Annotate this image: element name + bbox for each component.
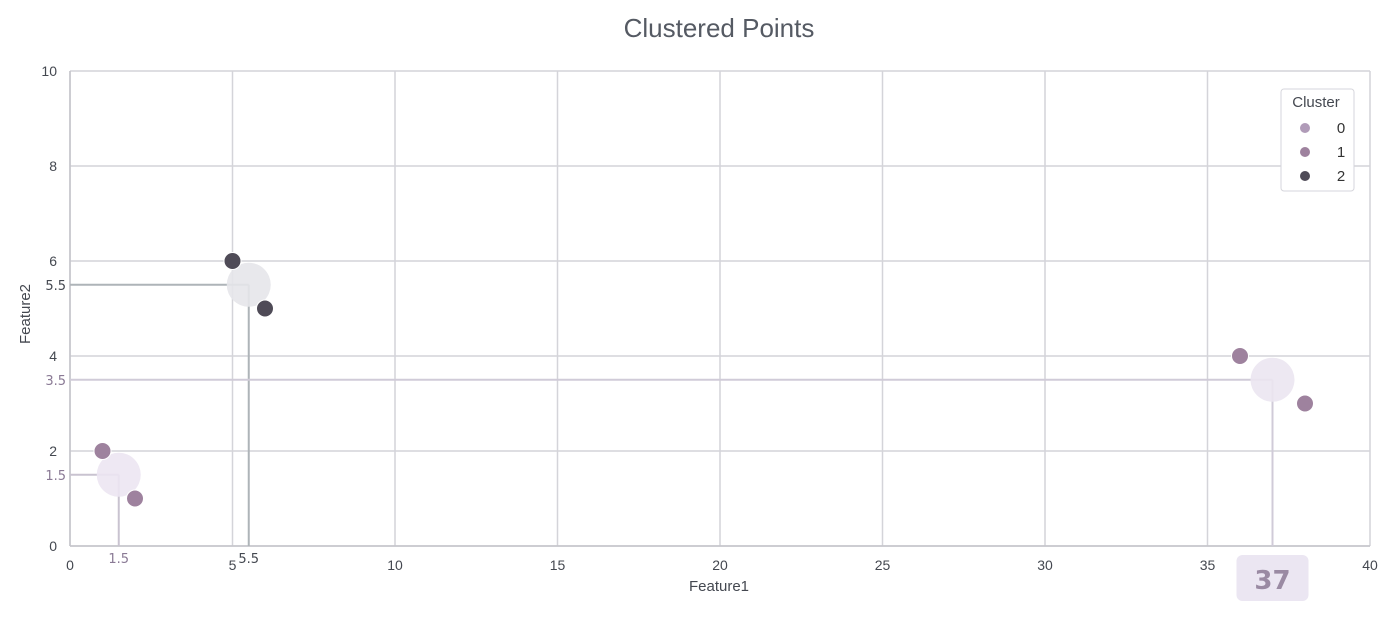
legend-label-2: 2	[1337, 168, 1345, 185]
scatter-point-cluster-1	[1231, 347, 1249, 365]
scatter-point-cluster-2	[223, 252, 242, 270]
centroid-y-label: 3.5	[45, 374, 66, 389]
scatter-point-cluster-0	[126, 489, 144, 508]
scatter-point-cluster-2	[256, 299, 274, 318]
y-tick-label: 2	[49, 443, 57, 459]
legend-marker-2	[1300, 171, 1310, 181]
y-tick-label: 10	[41, 63, 57, 79]
data-points	[93, 252, 1314, 508]
x-tick-label: 20	[712, 557, 728, 573]
legend-box	[1280, 88, 1355, 192]
legend-title: Cluster	[1292, 94, 1340, 111]
y-tick-label: 6	[49, 253, 57, 269]
legend-label-1: 1	[1337, 144, 1345, 161]
centroid-marker	[1250, 357, 1295, 402]
grid	[69, 70, 1371, 547]
centroid-marker	[96, 452, 141, 497]
scatter-point-cluster-1	[1296, 394, 1314, 413]
highlight-x-badge	[1236, 555, 1309, 601]
x-tick-label: 30	[1037, 557, 1053, 573]
y-tick-label: 8	[49, 158, 57, 174]
legend-entries: 0 1 2	[1300, 120, 1345, 185]
x-tick-label: 5	[229, 557, 237, 573]
y-tick-label: 4	[49, 348, 57, 364]
x-tick-label: 0	[66, 557, 74, 573]
y-tick-label: 0	[49, 538, 57, 554]
x-tick-label: 25	[875, 557, 891, 573]
centroid-projections: 1.5 1.5 5.5 5.5 37 3.5	[45, 279, 1309, 601]
centroid-x-label: 5.5	[238, 552, 259, 567]
legend-marker-0	[1300, 123, 1310, 133]
highlight-x-label: 37	[1254, 566, 1290, 596]
x-tick-label: 15	[550, 557, 566, 573]
centroid-x-label: 1.5	[108, 552, 129, 567]
centroid-y-label: 1.5	[45, 469, 66, 484]
chart-title: Clustered Points	[624, 13, 815, 43]
scatter-point-cluster-0	[93, 442, 112, 460]
x-tick-label: 35	[1200, 557, 1216, 573]
legend-marker-1	[1300, 147, 1310, 157]
x-tick-label: 10	[387, 557, 403, 573]
centroids	[96, 262, 1295, 497]
centroid-marker	[226, 262, 271, 307]
x-tick-label: 40	[1362, 557, 1378, 573]
x-axis-label: Feature1	[689, 578, 749, 595]
centroid-y-label: 5.5	[45, 279, 66, 294]
legend: Cluster 0 1 2	[1280, 88, 1355, 192]
legend-label-0: 0	[1337, 120, 1345, 137]
y-axis-label: Feature2	[17, 284, 34, 344]
